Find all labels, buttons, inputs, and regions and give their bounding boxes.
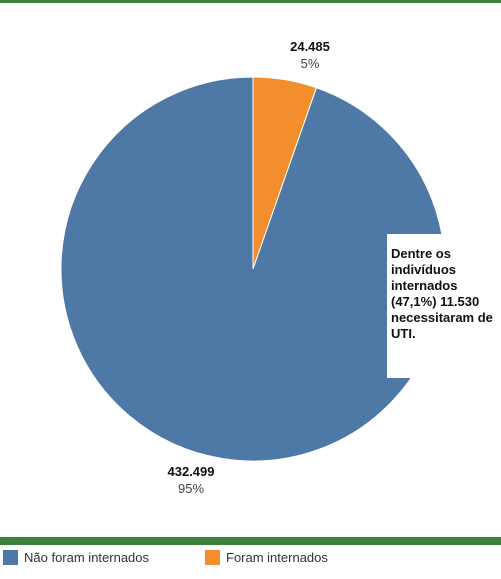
slice-value-not-hospitalized: 432.499	[167, 464, 215, 479]
bottom-rule	[0, 537, 501, 545]
slice-label-not-hospitalized: 432.499 95%	[131, 463, 251, 497]
legend-label-hospitalized: Foram internados	[226, 550, 328, 565]
legend-item-hospitalized[interactable]: Foram internados	[205, 550, 328, 565]
slice-percent-hospitalized: 5%	[300, 56, 320, 71]
slice-label-hospitalized: 24.485 5%	[250, 38, 370, 72]
pie-slice-not-hospitalized	[60, 76, 446, 462]
legend-label-not-hospitalized: Não foram internados	[24, 550, 150, 565]
icu-annotation: Dentre os indivíduos internados (47,1%) …	[387, 234, 501, 378]
top-rule	[0, 0, 501, 3]
slice-percent-not-hospitalized: 95%	[177, 481, 205, 496]
legend-swatch-not-hospitalized	[3, 550, 18, 565]
legend-swatch-hospitalized	[205, 550, 220, 565]
pie-chart	[60, 76, 446, 462]
legend-item-not-hospitalized[interactable]: Não foram internados	[3, 550, 149, 565]
legend: Não foram internados Foram internados	[0, 548, 501, 579]
slice-value-hospitalized: 24.485	[290, 39, 330, 54]
